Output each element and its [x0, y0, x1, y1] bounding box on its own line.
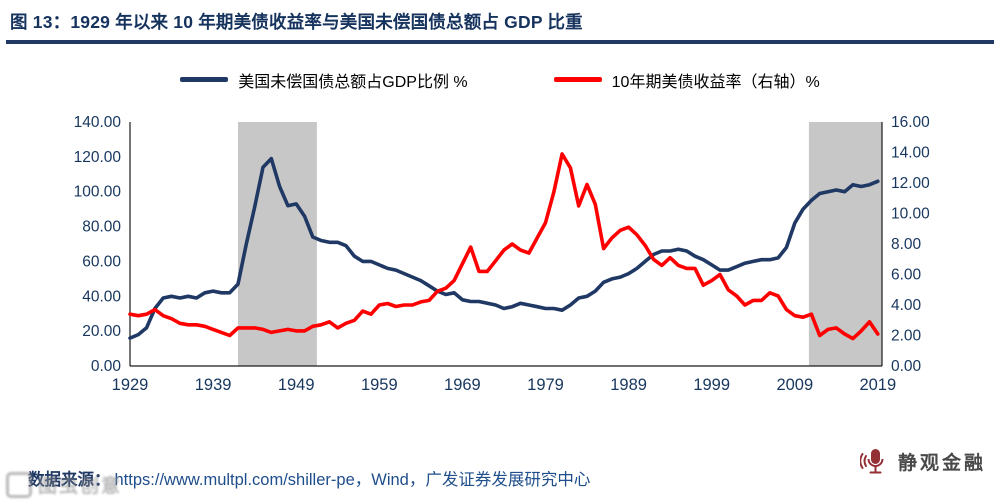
- svg-text:10.00: 10.00: [891, 205, 930, 222]
- line-chart-canvas: 140.00 120.00 100.00 80.00 60.00 40.00 20.00 0.…: [74, 114, 931, 394]
- svg-text:0.00: 0.00: [91, 358, 122, 375]
- legend-item-debt-gdp: 美国未偿国债总额占GDP比例 %: [180, 68, 468, 92]
- legend-item-yield: 10年期美债收益率（右轴）%: [553, 68, 820, 92]
- svg-text:2.00: 2.00: [891, 327, 922, 344]
- svg-text:2019: 2019: [859, 376, 896, 394]
- svg-text:1939: 1939: [195, 376, 232, 394]
- legend-label-debt-gdp: 美国未偿国债总额占GDP比例 %: [238, 73, 468, 91]
- svg-text:1979: 1979: [527, 376, 564, 394]
- svg-text:8.00: 8.00: [891, 236, 922, 253]
- source-label: 数据来源：: [28, 471, 111, 489]
- svg-text:0.00: 0.00: [891, 358, 922, 375]
- figure-header: 图 13：1929 年以来 10 年期美债收益率与美国未偿国债总额占 GDP 比…: [0, 0, 1000, 44]
- source-link[interactable]: https://www.multpl.com/shiller-pe，Wind，广…: [114, 471, 591, 489]
- svg-text:20.00: 20.00: [82, 323, 121, 340]
- source-line: 数据来源： https://www.multpl.com/shiller-pe，W…: [28, 466, 590, 490]
- title-rule: [6, 40, 994, 44]
- svg-text:4.00: 4.00: [891, 297, 922, 314]
- svg-text:16.00: 16.00: [891, 114, 930, 131]
- chart-legend: 美国未偿国债总额占GDP比例 % 10年期美债收益率（右轴）%: [0, 68, 1000, 92]
- svg-text:6.00: 6.00: [891, 266, 922, 283]
- svg-text:1949: 1949: [278, 376, 315, 394]
- svg-text:80.00: 80.00: [82, 218, 121, 235]
- svg-text:120.00: 120.00: [74, 148, 122, 165]
- microphone-icon: [859, 449, 884, 474]
- svg-text:1999: 1999: [693, 376, 730, 394]
- svg-text:1989: 1989: [610, 376, 647, 394]
- svg-text:12.00: 12.00: [891, 175, 930, 192]
- publisher-watermark: 静观金融: [859, 446, 986, 476]
- legend-line-navy-icon: [180, 77, 229, 82]
- svg-text:14.00: 14.00: [891, 144, 930, 161]
- legend-label-yield: 10年期美债收益率（右轴）%: [611, 73, 820, 91]
- svg-text:1969: 1969: [444, 376, 481, 394]
- svg-text:140.00: 140.00: [74, 114, 122, 131]
- legend-line-red-icon: [553, 77, 602, 82]
- svg-text:1929: 1929: [112, 376, 149, 394]
- svg-text:1959: 1959: [361, 376, 398, 394]
- svg-text:2009: 2009: [776, 376, 813, 394]
- svg-text:100.00: 100.00: [74, 183, 122, 200]
- page-title: 图 13：1929 年以来 10 年期美债收益率与美国未偿国债总额占 GDP 比…: [10, 12, 583, 32]
- svg-text:60.00: 60.00: [82, 253, 121, 270]
- svg-text:40.00: 40.00: [82, 288, 121, 305]
- publisher-watermark-text: 静观金融: [897, 452, 986, 474]
